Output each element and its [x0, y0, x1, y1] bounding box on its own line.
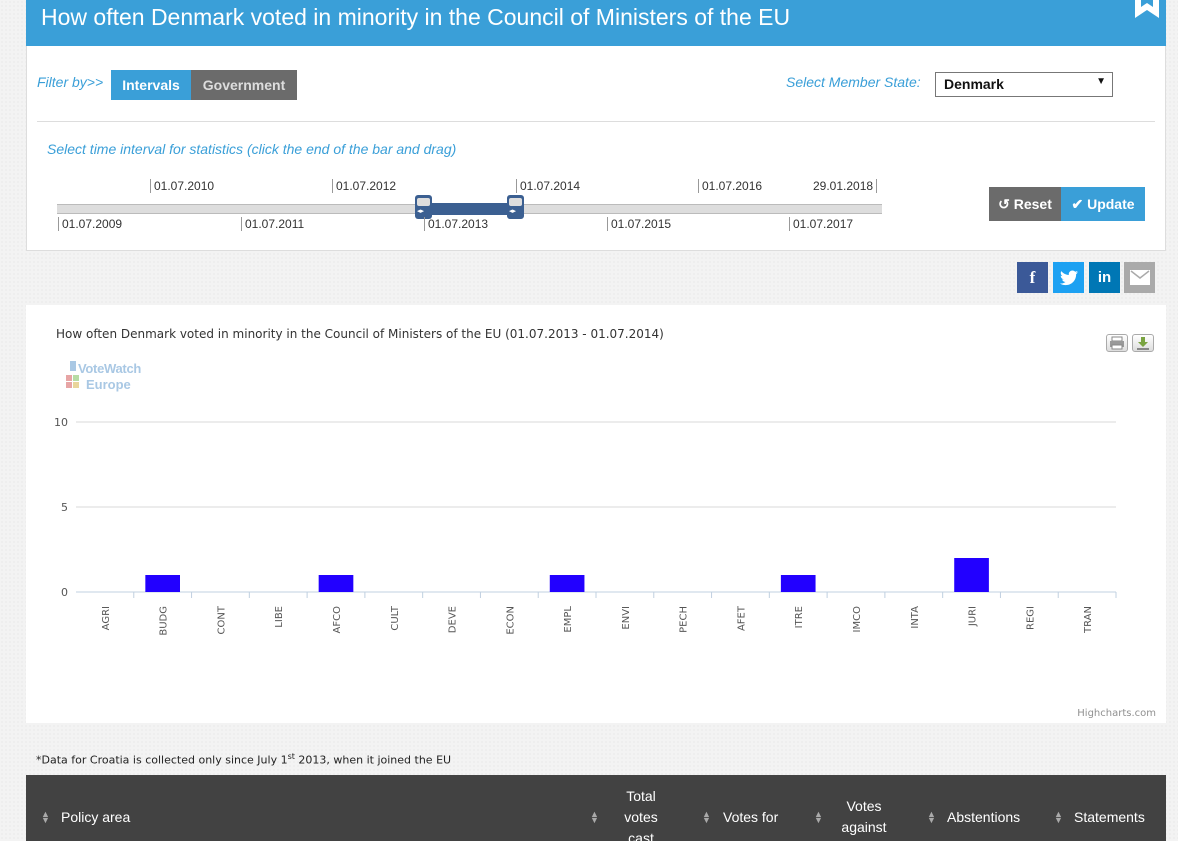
member-state-value: Denmark — [944, 76, 1004, 92]
bar-chart: 0 5 10 AGRI BUDG CONT LIBE AFCO CULT DEVE ECON EMPL… — [54, 416, 1117, 636]
bar[interactable] — [145, 575, 180, 592]
x-tick-label: ECON — [505, 606, 516, 635]
timeline-tick: 01.07.2014 — [516, 179, 580, 193]
x-tick-label: AGRI — [101, 606, 112, 630]
column-statements[interactable]: Statements — [1074, 809, 1145, 825]
y-tick-label: 0 — [61, 586, 68, 599]
table-header: ▲ ▼ Policy area ▲ ▼ Total votes cast ▲ ▼ Vo… — [26, 775, 1166, 841]
highcharts-credits[interactable]: Highcharts.com — [1077, 708, 1156, 719]
x-tick-label: ITRE — [794, 606, 805, 628]
timeline-tick: 01.07.2015 — [607, 217, 671, 231]
sort-icon[interactable]: ▲ ▼ — [590, 809, 599, 825]
x-tick-label: AFET — [736, 605, 747, 631]
slider-end-handle[interactable] — [507, 195, 524, 219]
chart-title: How often Denmark voted in minority in t… — [56, 327, 664, 341]
sort-icon[interactable]: ▲ ▼ — [702, 809, 711, 825]
interval-caption: Select time interval for statistics (cli… — [47, 141, 457, 157]
slider-start-handle[interactable] — [415, 195, 432, 219]
divider — [37, 121, 1155, 122]
facebook-share-button[interactable]: f — [1017, 262, 1048, 293]
x-tick-label: REGI — [1025, 606, 1036, 630]
bar[interactable] — [954, 558, 989, 592]
column-votes-for[interactable]: Votes for — [723, 809, 779, 825]
facebook-icon: f — [1029, 268, 1036, 287]
twitter-icon — [1059, 270, 1078, 286]
page-title: How often Denmark voted in minority in t… — [41, 4, 791, 30]
timeline-tick: 01.07.2013 — [424, 217, 488, 231]
page-header: How often Denmark voted in minority in t… — [26, 0, 1166, 46]
bookmark-icon[interactable] — [1132, 0, 1162, 20]
column-abstentions[interactable]: Abstentions — [947, 809, 1021, 825]
undo-icon: ↺ — [998, 196, 1010, 212]
x-tick-label: INTA — [910, 606, 921, 629]
sort-icon[interactable]: ▲ ▼ — [1054, 809, 1063, 825]
timeline-tick: 01.07.2011 — [241, 217, 304, 231]
twitter-share-button[interactable] — [1053, 262, 1084, 293]
bar[interactable] — [780, 575, 816, 592]
x-tick-label: IMCO — [852, 606, 863, 633]
bar[interactable] — [549, 575, 585, 592]
x-tick-label: PECH — [679, 606, 690, 633]
x-tick-label: ENVI — [621, 606, 632, 630]
x-tick-label: TRAN — [1083, 606, 1094, 634]
sort-icon[interactable]: ▲ ▼ — [814, 809, 823, 825]
croatia-footnote: *Data for Croatia is collected only sinc… — [36, 752, 452, 767]
export-chart-button[interactable] — [1132, 334, 1154, 352]
x-tick-label: CONT — [216, 605, 227, 634]
dropdown-arrow-icon: ▼ — [1096, 76, 1106, 87]
y-tick-label: 5 — [61, 501, 68, 514]
x-tick-label: AFCO — [332, 606, 343, 634]
filter-by-label: Filter by>> — [37, 74, 104, 90]
column-policy-area[interactable]: Policy area — [61, 809, 131, 825]
timeline-tick: 01.07.2010 — [150, 179, 214, 193]
member-state-label: Select Member State: — [786, 74, 921, 90]
bar[interactable] — [318, 575, 354, 592]
x-tick-label: BUDG — [159, 606, 170, 636]
check-icon: ✔ — [1071, 196, 1084, 212]
mail-icon — [1129, 270, 1150, 285]
sort-icon[interactable]: ▲ ▼ — [927, 809, 936, 825]
x-tick-label: JURI — [968, 606, 979, 627]
update-label: Update — [1087, 196, 1135, 212]
linkedin-share-button[interactable]: in — [1089, 262, 1120, 293]
reset-label: Reset — [1013, 196, 1052, 212]
timeline-selected-range[interactable] — [424, 203, 516, 215]
print-chart-button[interactable] — [1106, 334, 1128, 352]
votewatch-logo: VoteWatch Europe — [64, 359, 164, 393]
government-tab[interactable]: Government — [191, 70, 297, 100]
timeline-tick: 01.07.2017 — [789, 217, 853, 231]
reset-button[interactable]: ↺ Reset — [989, 187, 1061, 221]
y-tick-label: 10 — [54, 416, 68, 429]
printer-icon — [1110, 336, 1124, 350]
chart-panel: How often Denmark voted in minority in t… — [26, 305, 1166, 723]
member-state-select[interactable]: Denmark ▼ — [935, 72, 1113, 97]
download-icon — [1137, 337, 1149, 350]
email-share-button[interactable] — [1124, 262, 1155, 293]
intervals-tab[interactable]: Intervals — [111, 70, 191, 100]
column-total-votes[interactable]: Total votes cast — [624, 788, 658, 841]
x-tick-label: DEVE — [448, 606, 459, 633]
linkedin-icon: in — [1097, 269, 1112, 286]
sort-icon[interactable]: ▲ ▼ — [41, 809, 50, 825]
timeline-tick: 01.07.2016 — [698, 179, 762, 193]
x-tick-label: EMPL — [563, 606, 574, 633]
filter-panel: Filter by>> Intervals Government Select … — [26, 46, 1166, 251]
column-votes-against[interactable]: Votes against — [841, 798, 887, 835]
timeline-tick: 01.07.2009 — [58, 217, 122, 231]
update-button[interactable]: ✔ Update — [1061, 187, 1145, 221]
x-tick-label: LIBE — [274, 606, 285, 628]
timeline-tick: 29.01.2018 — [813, 179, 878, 193]
timeline-tick: 01.07.2012 — [332, 179, 396, 193]
x-tick-label: CULT — [390, 605, 401, 630]
